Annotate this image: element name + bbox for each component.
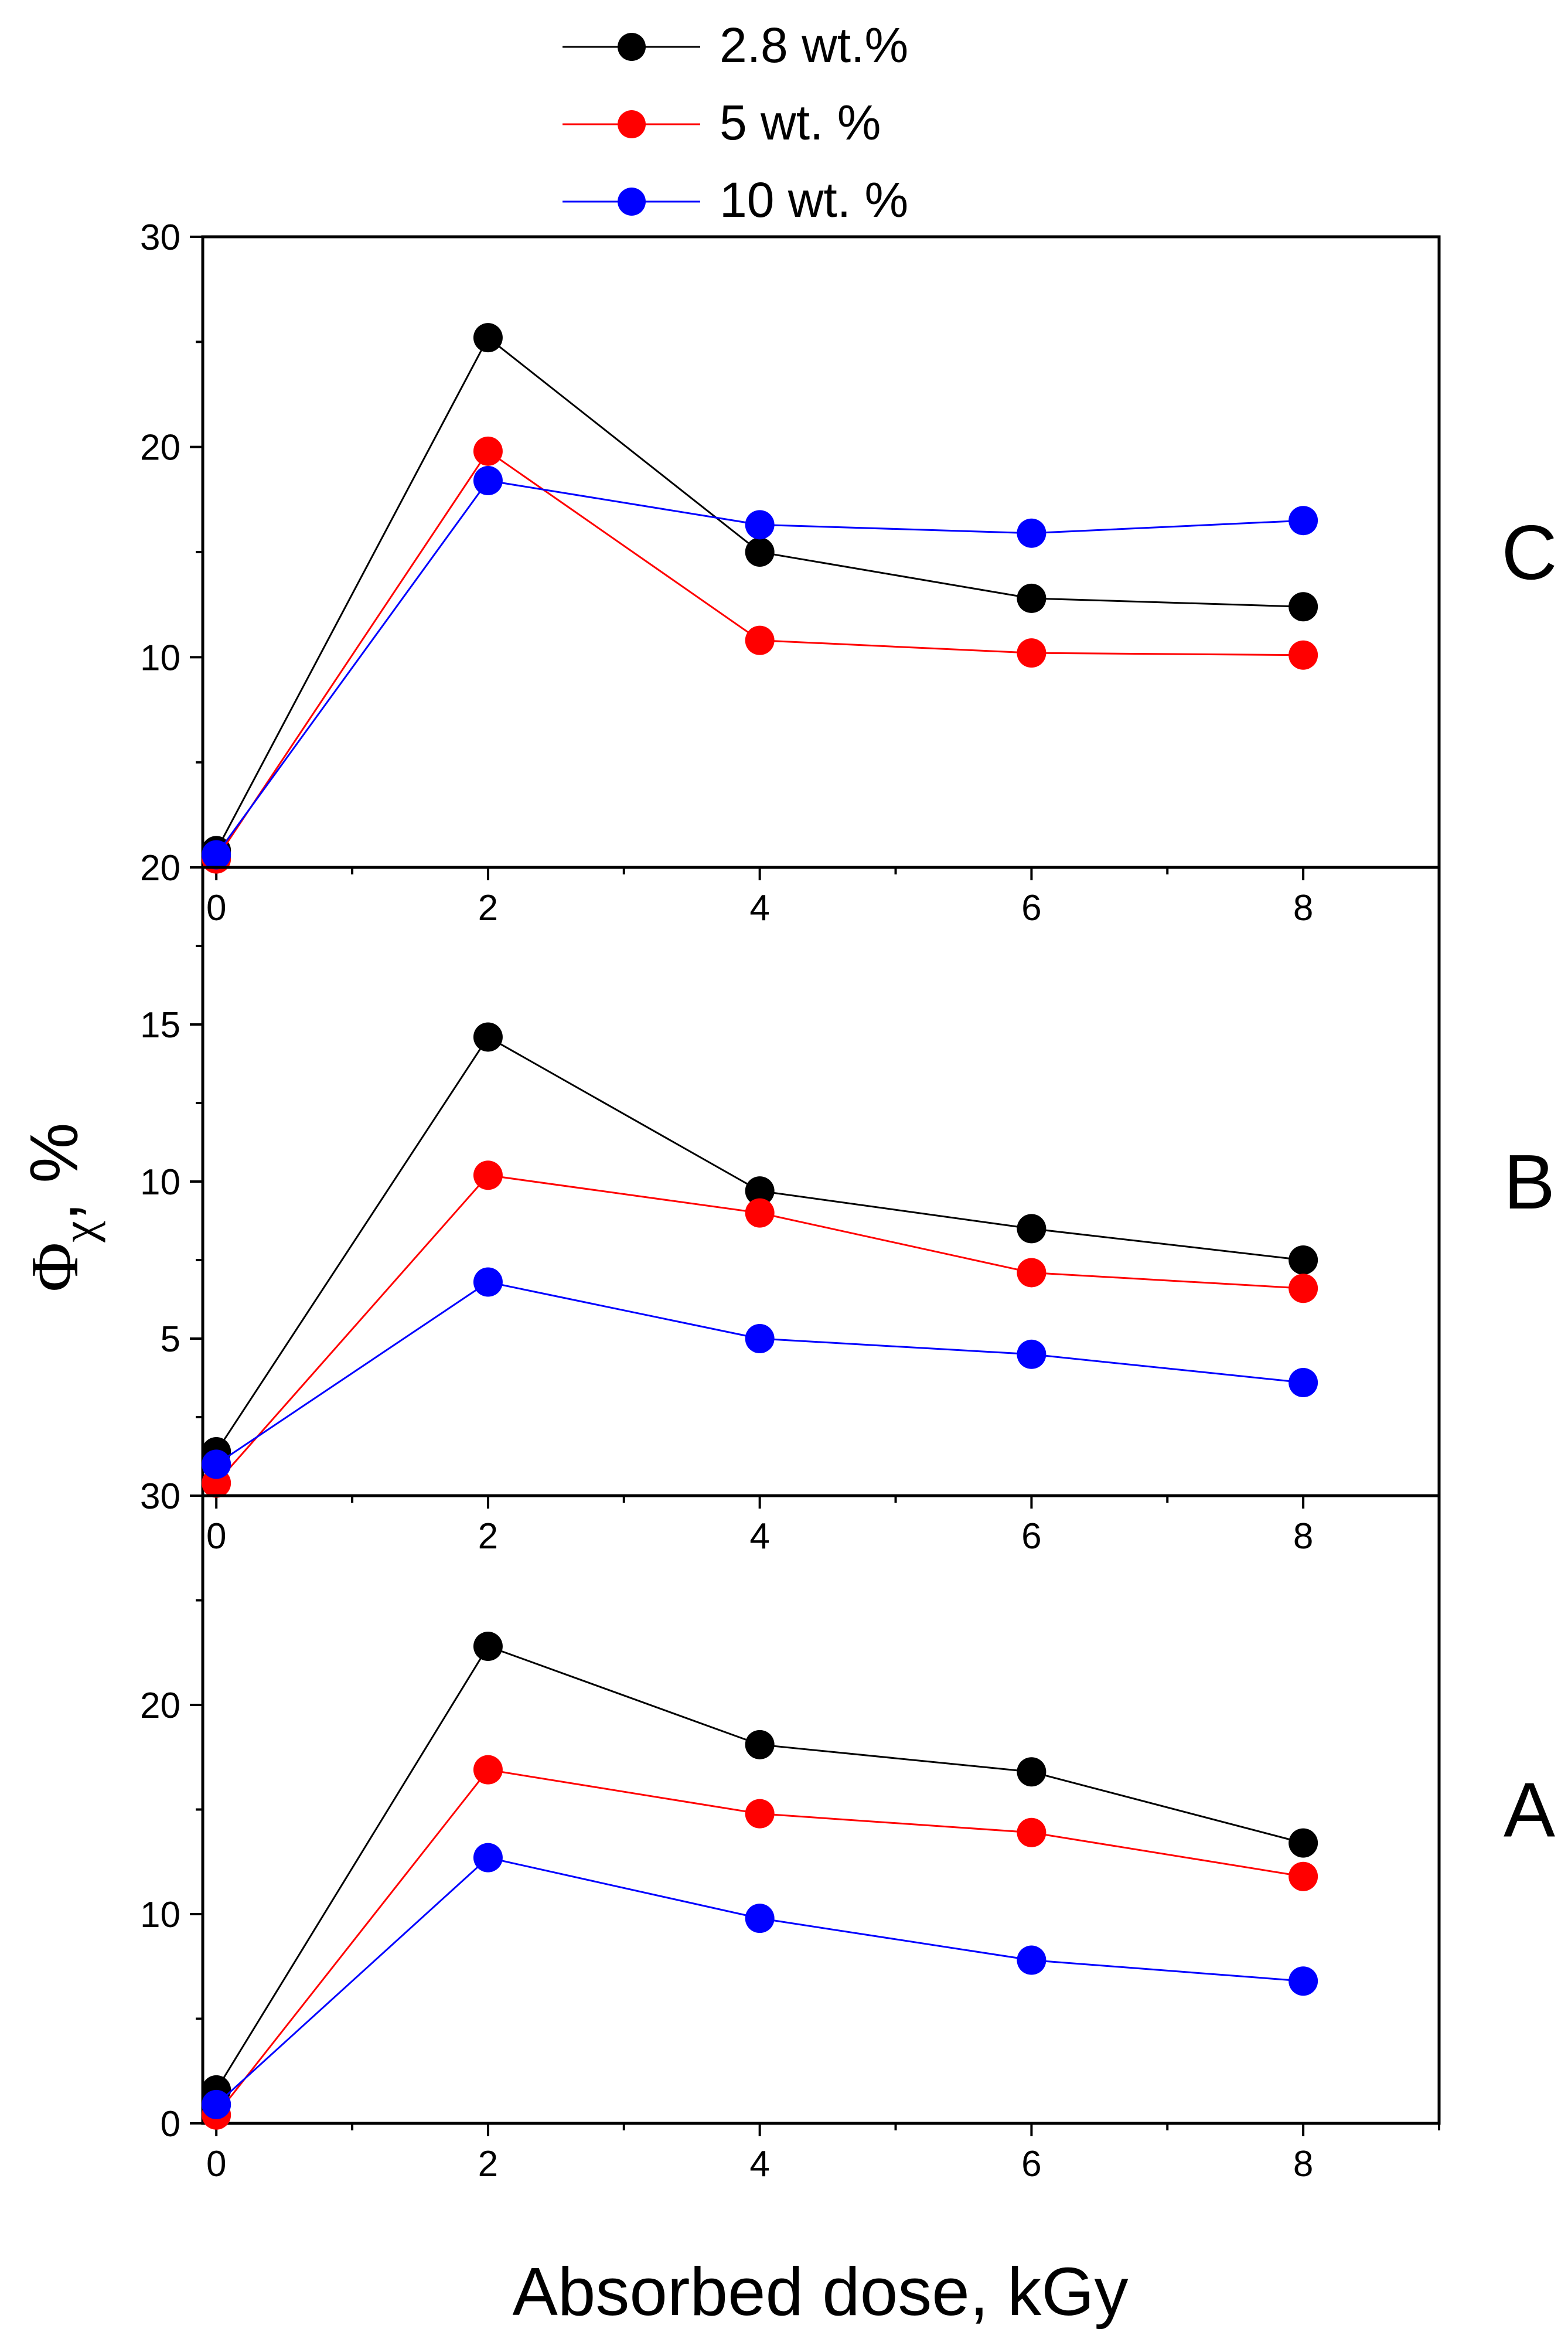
data-point bbox=[1017, 583, 1047, 613]
x-axis-label: Absorbed dose, kGy bbox=[512, 2253, 1128, 2330]
y-tick-label: 30 bbox=[140, 1476, 180, 1517]
y-tick-label: 30 bbox=[140, 217, 180, 258]
y-tick-label: 0 bbox=[161, 2104, 180, 2144]
panel-label: C bbox=[1501, 509, 1557, 595]
data-point bbox=[1017, 1339, 1047, 1369]
data-point bbox=[745, 625, 775, 655]
y-tick-label: 5 bbox=[161, 1319, 180, 1360]
data-point bbox=[1017, 1817, 1047, 1847]
x-tick-label: 0 bbox=[206, 888, 226, 928]
data-point bbox=[1017, 638, 1047, 668]
data-point bbox=[1289, 592, 1318, 622]
data-point bbox=[1289, 1368, 1318, 1398]
legend-entry-2: 10 wt. % bbox=[563, 172, 908, 227]
series-2 bbox=[202, 1267, 1318, 1479]
data-point bbox=[1289, 1245, 1318, 1275]
data-point bbox=[473, 1267, 503, 1297]
y-axis-label: Φχ, % bbox=[16, 1123, 105, 1292]
y-axis-label-subscript: χ bbox=[52, 1221, 105, 1243]
data-point bbox=[1017, 1214, 1047, 1244]
panel-C: 0 2 4 6 8 10 20 30 C bbox=[140, 217, 1557, 928]
x-tick-label: 8 bbox=[1293, 2144, 1313, 2184]
y-tick-label: 20 bbox=[140, 1686, 180, 1726]
data-point bbox=[1017, 1757, 1047, 1787]
legend-marker-1 bbox=[618, 110, 646, 138]
data-point bbox=[1017, 1945, 1047, 1975]
x-tick-label: 4 bbox=[749, 888, 769, 928]
y-tick-label: 15 bbox=[140, 1005, 180, 1046]
data-point bbox=[1289, 1828, 1318, 1858]
y-axis-label-symbol: Φ bbox=[18, 1242, 93, 1292]
x-tick-label: 8 bbox=[1293, 1516, 1313, 1557]
data-point bbox=[473, 1755, 503, 1785]
legend-label-2: 10 wt. % bbox=[720, 172, 908, 227]
y-axis-label-suffix: , % bbox=[16, 1123, 92, 1221]
series-2 bbox=[202, 1843, 1318, 2119]
x-tick-label: 6 bbox=[1021, 1516, 1041, 1557]
data-point bbox=[745, 537, 775, 567]
legend: 2.8 wt.% 5 wt. % 10 wt. % bbox=[563, 18, 908, 227]
x-tick-label: 6 bbox=[1021, 2144, 1041, 2184]
data-point bbox=[1289, 640, 1318, 670]
data-point bbox=[202, 1449, 231, 1479]
series-1 bbox=[202, 436, 1318, 874]
y-tick-label: 10 bbox=[140, 1162, 180, 1203]
legend-entry-0: 2.8 wt.% bbox=[563, 18, 908, 73]
x-tick-label: 8 bbox=[1293, 888, 1313, 928]
x-tick-label: 4 bbox=[749, 1516, 769, 1557]
x-tick-label: 2 bbox=[478, 2144, 498, 2184]
data-point bbox=[1289, 1274, 1318, 1303]
legend-label-1: 5 wt. % bbox=[720, 95, 881, 150]
y-tick-label: 10 bbox=[140, 1895, 180, 1935]
y-tick-label: 10 bbox=[140, 638, 180, 678]
x-tick-label: 2 bbox=[478, 888, 498, 928]
data-point bbox=[1289, 506, 1318, 536]
legend-entry-1: 5 wt. % bbox=[563, 95, 881, 150]
x-tick-label: 0 bbox=[206, 2144, 226, 2184]
data-point bbox=[473, 1160, 503, 1190]
legend-marker-0 bbox=[618, 33, 646, 61]
legend-marker-2 bbox=[618, 188, 646, 216]
x-tick-label: 0 bbox=[206, 1516, 226, 1557]
series-0 bbox=[202, 1022, 1318, 1466]
x-tick-label: 2 bbox=[478, 1516, 498, 1557]
y-tick-label: 20 bbox=[140, 848, 180, 888]
data-point bbox=[473, 1022, 503, 1052]
data-point bbox=[202, 840, 231, 870]
data-point bbox=[745, 510, 775, 540]
data-point bbox=[202, 2089, 231, 2119]
series-1 bbox=[202, 1755, 1318, 2130]
data-point bbox=[745, 1799, 775, 1829]
panels: 0 2 4 6 8 10 20 30 C 0 2 4 6 8 5 10 15 20 B 0 2 4 6 8 0 10 20 30 A bbox=[140, 217, 1557, 2184]
data-point bbox=[473, 1843, 503, 1873]
x-tick-label: 6 bbox=[1021, 888, 1041, 928]
legend-label-0: 2.8 wt.% bbox=[720, 18, 908, 73]
x-tick-label: 4 bbox=[749, 2144, 769, 2184]
series-2 bbox=[202, 466, 1318, 870]
data-point bbox=[1289, 1861, 1318, 1891]
data-point bbox=[473, 436, 503, 466]
data-point bbox=[473, 323, 503, 353]
data-point bbox=[1289, 1966, 1318, 1996]
panel-label: A bbox=[1504, 1767, 1555, 1853]
data-point bbox=[745, 1904, 775, 1933]
data-point bbox=[745, 1176, 775, 1206]
data-point bbox=[473, 466, 503, 496]
panel-label: B bbox=[1504, 1139, 1555, 1225]
data-point bbox=[745, 1730, 775, 1759]
data-point bbox=[745, 1198, 775, 1228]
y-tick-label: 20 bbox=[140, 428, 180, 468]
data-point bbox=[1017, 1258, 1047, 1288]
data-point bbox=[745, 1324, 775, 1353]
data-point bbox=[1017, 518, 1047, 548]
data-point bbox=[473, 1632, 503, 1662]
